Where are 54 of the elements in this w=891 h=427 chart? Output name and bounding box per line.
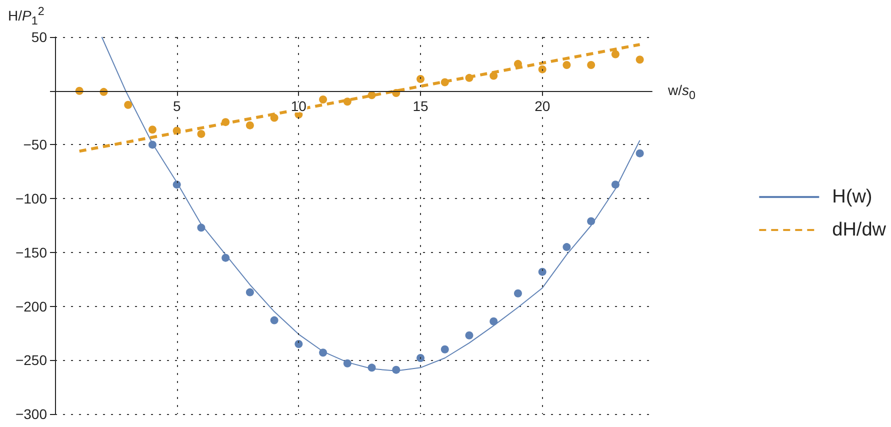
y-tick-label: 50 bbox=[31, 29, 48, 45]
point bbox=[562, 243, 571, 252]
point bbox=[246, 121, 254, 130]
y-tick-label: −300 bbox=[15, 406, 48, 422]
point bbox=[416, 75, 425, 84]
point bbox=[343, 98, 352, 106]
point bbox=[319, 95, 328, 104]
x-tick-label: 20 bbox=[534, 98, 550, 114]
y-tick-label: −200 bbox=[15, 298, 48, 314]
x-tick-label: 15 bbox=[412, 98, 429, 114]
point bbox=[465, 74, 474, 82]
point bbox=[562, 61, 571, 70]
point bbox=[611, 50, 620, 58]
point bbox=[538, 268, 546, 276]
point bbox=[197, 224, 206, 232]
point bbox=[416, 354, 425, 362]
point bbox=[440, 78, 449, 86]
point bbox=[294, 340, 303, 348]
point bbox=[148, 140, 156, 149]
point bbox=[514, 289, 522, 298]
point bbox=[172, 180, 181, 189]
point bbox=[368, 364, 376, 372]
y-tick-label: −100 bbox=[15, 190, 48, 207]
y-tick-label: −150 bbox=[15, 244, 48, 260]
point bbox=[490, 72, 498, 80]
legend-label: H(w) bbox=[832, 186, 872, 208]
point bbox=[270, 316, 278, 324]
legend-label: dH/dw bbox=[832, 220, 886, 240]
point bbox=[197, 130, 206, 138]
point bbox=[222, 118, 230, 126]
point bbox=[222, 254, 230, 262]
point bbox=[636, 149, 644, 158]
point bbox=[538, 65, 546, 74]
point bbox=[124, 100, 132, 109]
point bbox=[587, 217, 596, 226]
y-tick-label: −50 bbox=[23, 136, 48, 153]
point bbox=[343, 359, 352, 368]
point bbox=[490, 317, 498, 326]
point bbox=[172, 126, 181, 135]
point bbox=[465, 331, 474, 340]
point bbox=[368, 91, 376, 100]
point bbox=[246, 288, 254, 296]
x-tick-label: 5 bbox=[172, 98, 181, 114]
point bbox=[148, 126, 156, 134]
point bbox=[514, 60, 522, 68]
x-axis-title: w/s$_{0}$ bbox=[668, 82, 696, 102]
point bbox=[392, 366, 400, 374]
point bbox=[611, 180, 620, 189]
point bbox=[319, 348, 328, 357]
point bbox=[636, 56, 644, 64]
point bbox=[587, 61, 596, 70]
point bbox=[440, 345, 449, 354]
point bbox=[270, 114, 278, 122]
y-tick-label: −250 bbox=[15, 352, 48, 368]
